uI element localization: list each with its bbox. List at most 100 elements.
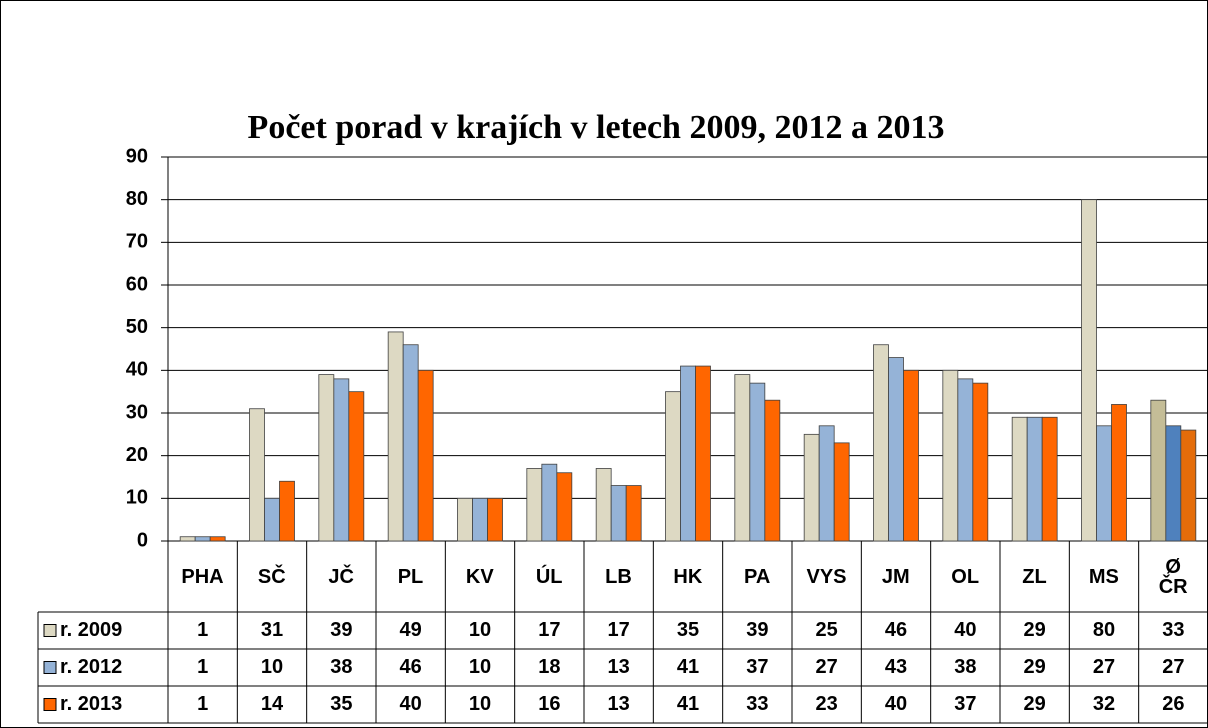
bar (610, 485, 627, 542)
table-cell: 29 (1024, 619, 1046, 641)
bar (1165, 425, 1182, 542)
chart-title: Počet porad v krajích v letech 2009, 201… (248, 109, 945, 146)
table-cell: 27 (1093, 656, 1115, 678)
bar (1026, 416, 1043, 542)
table-cell: 17 (538, 619, 560, 641)
bar (318, 374, 335, 542)
table-cell: 10 (469, 693, 491, 715)
table-cell: 39 (330, 619, 352, 641)
bar (873, 344, 889, 542)
bar (1180, 429, 1197, 542)
y-tick-label: 20 (126, 444, 148, 466)
legend-key (43, 661, 57, 674)
bar (387, 331, 404, 542)
table-cell: 35 (677, 619, 699, 641)
x-tick-label: PHA (181, 566, 224, 588)
table-cell: 80 (1093, 619, 1115, 641)
bar (764, 399, 781, 542)
bar (526, 468, 543, 542)
x-tick-label: LB (605, 566, 632, 588)
bar (734, 374, 751, 542)
x-tick-label: ÚL (535, 566, 563, 588)
bar (942, 369, 959, 542)
bar (1096, 425, 1112, 542)
table-cell: 18 (538, 656, 560, 678)
bar (348, 391, 365, 542)
bar (209, 536, 226, 542)
bar (417, 369, 434, 542)
x-tick-label: PA (744, 566, 771, 588)
bar (264, 497, 280, 542)
table-cell: 46 (885, 619, 907, 641)
bar (179, 536, 196, 542)
bar (833, 442, 850, 542)
table-cell: 1 (197, 656, 208, 678)
bar (541, 463, 558, 542)
legend-label: r. 2013 (60, 693, 122, 715)
table-cell: 25 (816, 619, 838, 641)
bar (194, 536, 211, 542)
table-cell: 29 (1024, 693, 1046, 715)
x-tick-label: JČ (328, 566, 354, 588)
table-cell: 16 (538, 693, 560, 715)
bar (249, 408, 265, 542)
table-cell: 46 (400, 656, 422, 678)
table-cell: 33 (746, 693, 768, 715)
table-cell: 35 (330, 693, 352, 715)
bar (402, 344, 419, 542)
table-cell: 13 (608, 693, 630, 715)
x-tick-label: ZL (1022, 566, 1047, 588)
table-cell: 29 (1024, 656, 1046, 678)
bar (457, 497, 473, 542)
table-cell: 37 (954, 693, 976, 715)
table-cell: 10 (469, 656, 491, 678)
legend-label: r. 2009 (60, 619, 122, 641)
bar (749, 382, 766, 542)
bar (818, 425, 835, 542)
table-cell: 38 (954, 656, 976, 678)
table-cell: 13 (608, 656, 630, 678)
bar (903, 369, 919, 542)
bar (695, 365, 711, 542)
bar (957, 378, 974, 542)
table-cell: 1 (197, 693, 208, 715)
table-cell: 1 (197, 619, 208, 641)
table-cell: 27 (816, 656, 838, 678)
x-tick-label: PL (397, 566, 424, 588)
table-cell: 14 (261, 693, 284, 715)
bar (595, 468, 612, 542)
table-cell: 33 (1162, 619, 1184, 641)
bar (1111, 404, 1127, 542)
table-cell: 40 (954, 619, 976, 641)
y-tick-label: 0 (137, 529, 148, 551)
table-cell: 37 (746, 656, 768, 678)
table-cell: 41 (677, 693, 699, 715)
x-tick-label: JM (881, 566, 910, 588)
legend-label: r. 2012 (60, 656, 122, 678)
table-cell: 38 (330, 656, 352, 678)
bar (279, 480, 295, 542)
table-cell: 32 (1093, 693, 1115, 715)
x-tick-label: VYS (806, 566, 847, 588)
bar (972, 382, 989, 542)
table-cell: 23 (816, 693, 838, 715)
bar (665, 391, 681, 542)
table-cell: 31 (261, 619, 283, 641)
bar (1081, 199, 1097, 542)
legend-key (43, 698, 57, 711)
y-tick-label: 40 (126, 359, 148, 381)
table-cell: 17 (608, 619, 630, 641)
y-tick-label: 60 (126, 273, 148, 295)
table-cell: 41 (677, 656, 699, 678)
y-tick-label: 70 (126, 231, 148, 253)
table-cell: 40 (400, 693, 422, 715)
bar (487, 497, 503, 542)
table-cell: 49 (400, 619, 422, 641)
bar (472, 497, 488, 542)
y-tick-label: 80 (126, 188, 148, 210)
bar (625, 485, 642, 542)
y-tick-label: 30 (126, 401, 148, 423)
bar (888, 357, 904, 542)
